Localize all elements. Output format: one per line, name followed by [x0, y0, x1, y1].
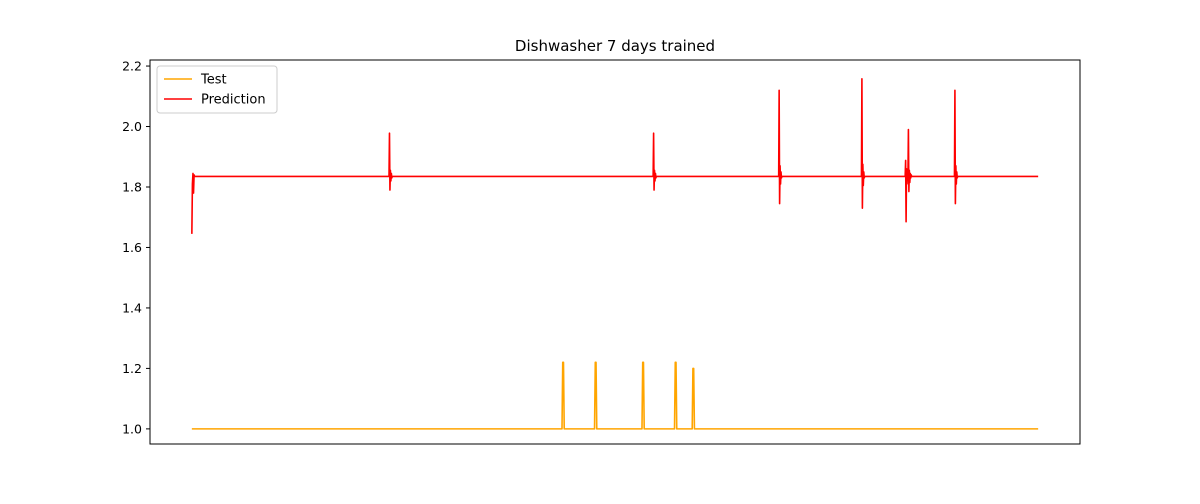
y-tick-label: 2.2	[122, 59, 142, 74]
legend: Test Prediction	[156, 65, 278, 114]
series-line-prediction	[191, 77, 1039, 234]
y-tick-label: 1.0	[122, 421, 142, 436]
plot-frame	[149, 59, 1081, 445]
y-axis: 1.0 1.2 1.4 1.6 1.8 2.0 2.2	[122, 59, 150, 436]
series-line-test	[191, 361, 1039, 430]
y-tick-label: 1.8	[122, 179, 142, 194]
y-tick-label: 1.4	[122, 300, 142, 315]
y-tick-label: 1.6	[122, 240, 142, 255]
y-tick-label: 2.0	[122, 119, 142, 134]
chart-title: Dishwasher 7 days trained	[515, 37, 715, 55]
legend-label-prediction: Prediction	[201, 93, 266, 108]
series-layer	[191, 77, 1039, 430]
legend-label-test: Test	[200, 73, 227, 88]
legend-box	[156, 65, 278, 114]
y-tick-label: 1.2	[122, 361, 142, 376]
